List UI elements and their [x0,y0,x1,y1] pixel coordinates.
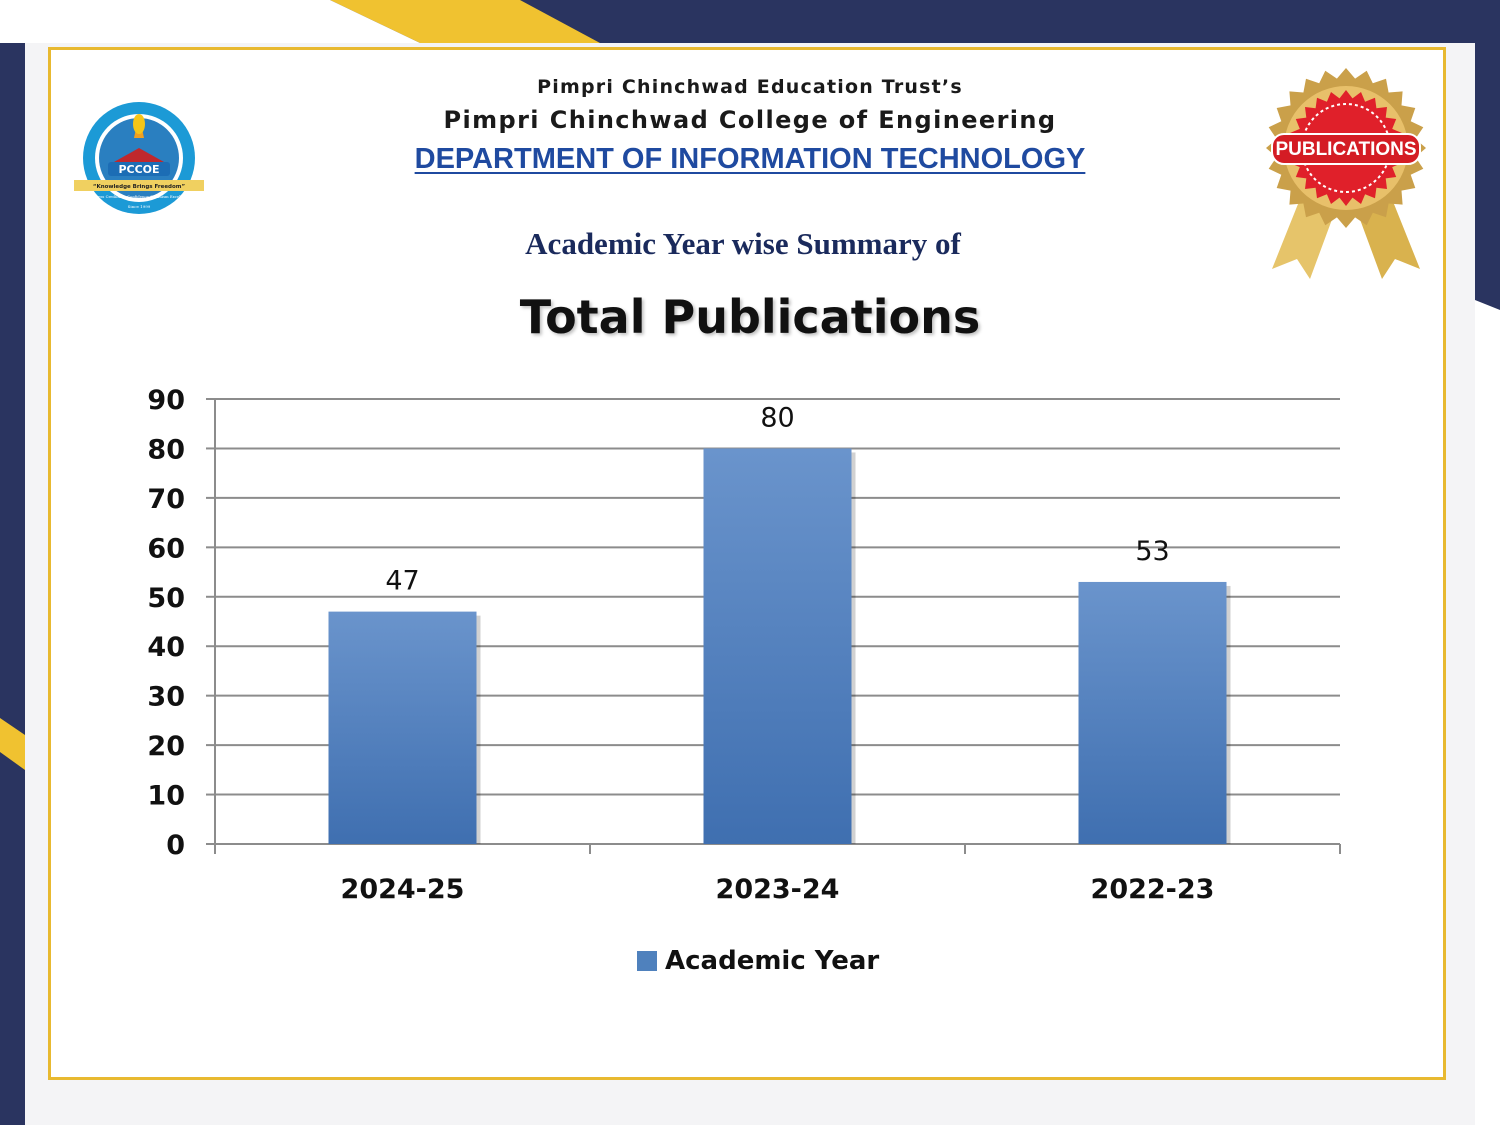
department-title: DEPARTMENT OF INFORMATION TECHNOLOGY [414,143,1086,175]
data-label: 47 [385,566,419,597]
x-tick-label: 2023-24 [716,874,840,905]
x-tick-label: 2022-23 [1091,874,1215,905]
white-corner-top [0,0,420,43]
y-tick-label: 0 [166,830,185,861]
bar [703,448,852,844]
logo-tagline: Progress Credibility Confidence Optimism… [87,194,191,199]
y-tick-label: 80 [147,434,185,465]
college-name: Pimpri Chinchwad College of Engineering [443,106,1057,134]
pccoe-logo: PCCOE “Knowledge Brings Freedom” Progres… [74,102,204,214]
y-tick-label: 10 [147,781,185,812]
data-label: 53 [1135,536,1169,567]
legend-label: Academic Year [665,946,880,976]
slide-subtitle: Academic Year wise Summary of [525,226,961,261]
trust-name: Pimpri Chinchwad Education Trust’s [537,76,963,98]
logo-since: Since 1999 [128,204,151,209]
badge-label: PUBLICATIONS [1275,139,1416,160]
chart-legend: Academic Year [637,946,879,976]
bar [1078,581,1227,844]
y-tick-label: 70 [147,484,185,515]
chart-title: Total Publications [519,290,981,344]
logo-text: PCCOE [118,163,159,176]
x-tick-label: 2024-25 [341,874,465,905]
y-tick-label: 50 [147,583,185,614]
y-tick-label: 40 [147,632,185,663]
gold-stripe-left [0,718,25,770]
legend-swatch [637,951,657,971]
logo-motto: “Knowledge Brings Freedom” [93,184,186,190]
y-tick-label: 20 [147,731,185,762]
y-tick-label: 90 [147,385,185,416]
bar [328,611,477,844]
y-tick-label: 60 [147,533,185,564]
y-tick-label: 30 [147,682,185,713]
data-label: 80 [760,402,794,433]
publications-badge: PUBLICATIONS [1266,68,1426,279]
white-edge-right [1475,300,1500,1125]
